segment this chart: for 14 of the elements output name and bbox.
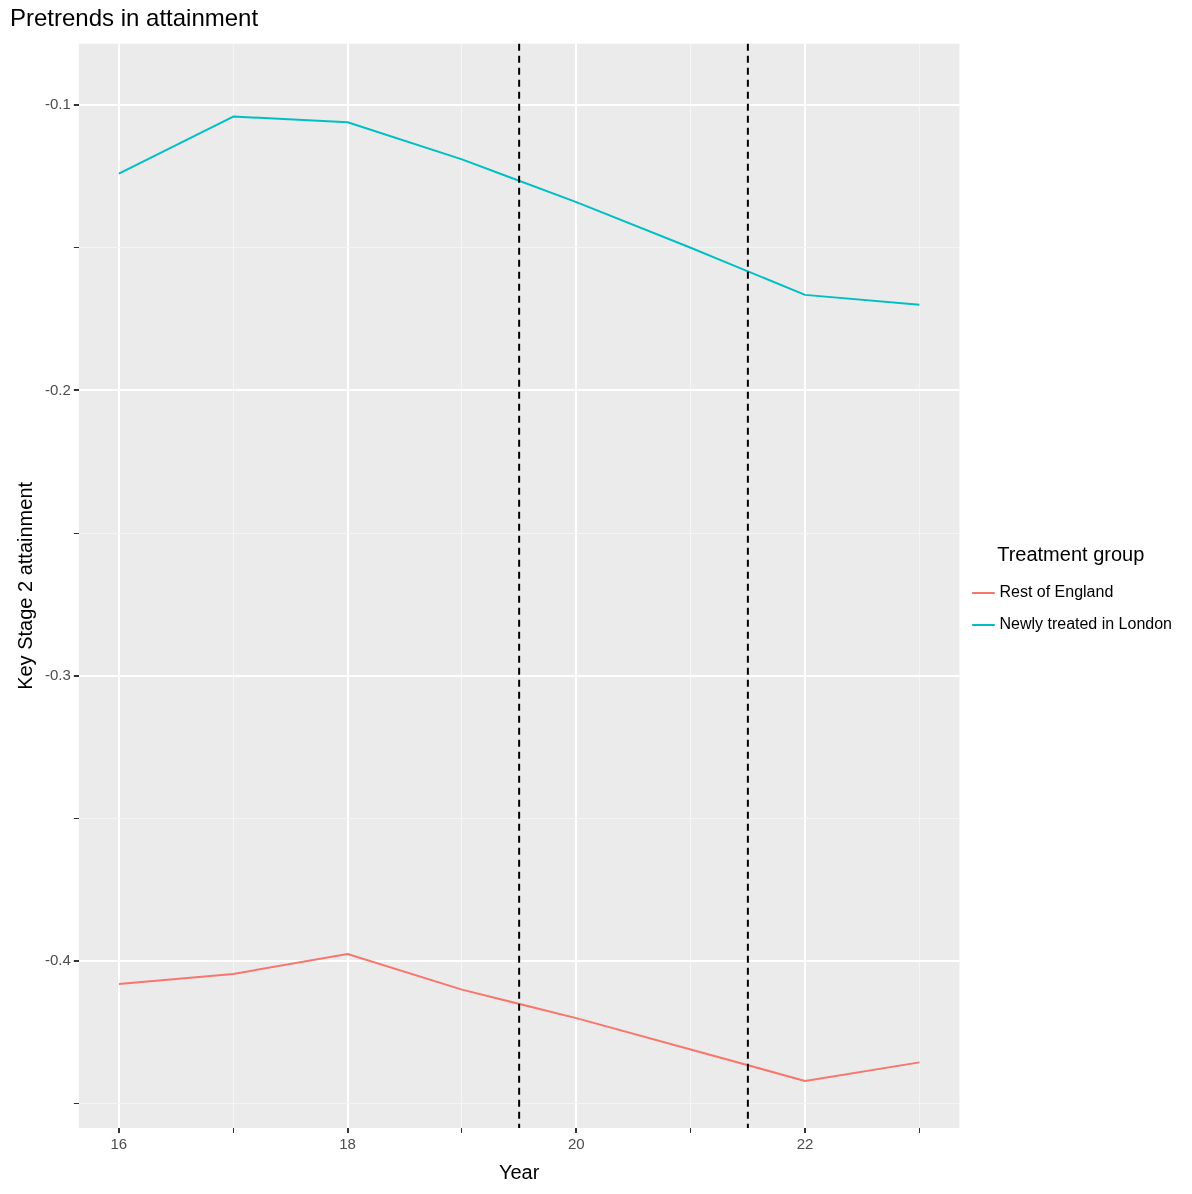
y-tick-label: -0.2 bbox=[44, 380, 71, 398]
legend-label: Newly treated in London bbox=[999, 615, 1173, 633]
y-tick-label: -0.4 bbox=[44, 951, 71, 969]
legend-label: Rest of England bbox=[999, 583, 1114, 601]
legend-title: Treatment group bbox=[997, 542, 1145, 565]
x-axis-title: Year bbox=[498, 1160, 540, 1183]
chart-title: Pretrends in attainment bbox=[10, 4, 259, 32]
x-tick-label: 22 bbox=[796, 1135, 814, 1153]
x-tick-label: 18 bbox=[339, 1135, 356, 1153]
y-axis-title: Key Stage 2 attainment bbox=[13, 481, 36, 690]
x-tick-label: 20 bbox=[567, 1135, 585, 1153]
y-tick-label: -0.3 bbox=[44, 665, 71, 683]
x-tick-label: 16 bbox=[110, 1135, 128, 1153]
y-tick-label: -0.1 bbox=[44, 95, 71, 113]
